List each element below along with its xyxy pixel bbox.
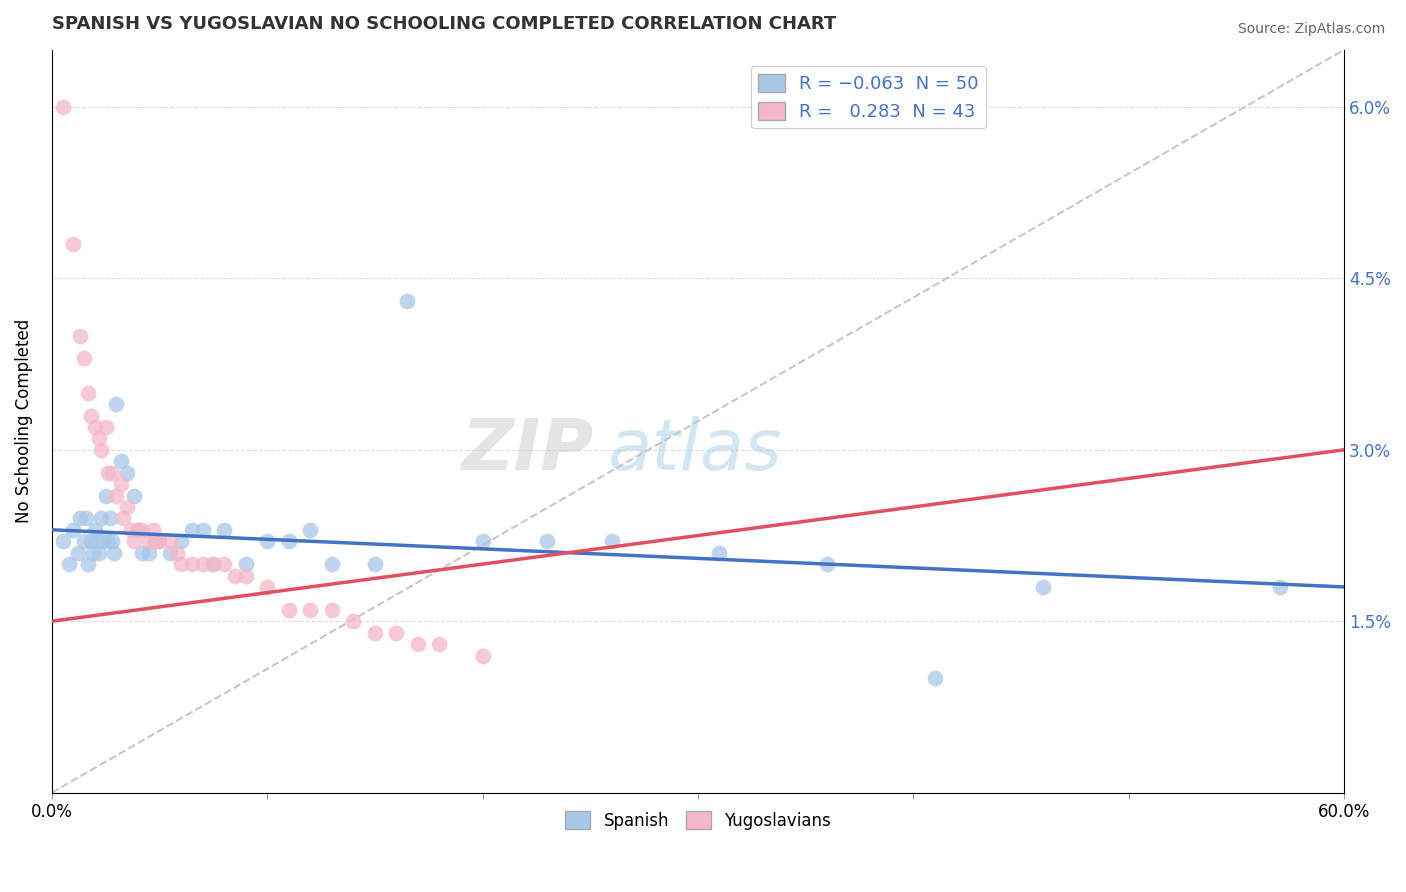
Point [143,534,166,549]
Point [277,534,299,549]
Point [77,557,100,571]
Point [148,534,170,549]
Point [98,511,121,525]
Point [105,397,128,411]
Point [235,557,257,571]
Point [122,489,145,503]
Point [170,534,193,549]
Point [58,557,80,571]
Point [1032,580,1054,594]
Point [364,625,387,640]
Point [396,294,419,309]
Point [709,546,731,560]
Point [471,534,494,549]
Point [212,523,235,537]
Y-axis label: No Schooling Completed: No Schooling Completed [15,319,32,524]
Point [321,557,343,571]
Point [256,534,278,549]
Point [127,523,149,537]
Point [82,546,104,560]
Point [115,466,138,480]
Point [143,534,166,549]
Point [277,603,299,617]
Text: ZIP: ZIP [463,417,595,485]
Point [429,637,451,651]
Point [471,648,494,663]
Point [321,603,343,617]
Point [191,523,214,537]
Point [69,328,91,343]
Point [69,511,91,525]
Point [105,489,128,503]
Text: SPANISH VS YUGOSLAVIAN NO SCHOOLING COMPLETED CORRELATION CHART: SPANISH VS YUGOSLAVIAN NO SCHOOLING COMP… [52,15,837,33]
Point [212,557,235,571]
Point [75,511,97,525]
Point [180,557,202,571]
Point [202,557,225,571]
Point [406,637,429,651]
Point [924,672,946,686]
Point [62,523,84,537]
Point [94,420,117,434]
Point [90,442,112,457]
Point [66,546,89,560]
Legend: Spanish, Yugoslavians: Spanish, Yugoslavians [558,805,838,837]
Point [101,534,124,549]
Point [1268,580,1291,594]
Point [536,534,558,549]
Point [62,237,84,252]
Point [138,546,160,560]
Point [122,534,145,549]
Point [131,523,153,537]
Point [364,557,387,571]
Point [299,523,322,537]
Point [202,557,225,571]
Point [79,534,101,549]
Point [159,546,181,560]
Point [79,409,101,423]
Point [127,523,149,537]
Point [148,534,170,549]
Point [103,546,125,560]
Point [97,466,120,480]
Point [385,625,408,640]
Point [111,511,134,525]
Point [170,557,193,571]
Point [89,546,111,560]
Point [110,477,132,491]
Point [115,500,138,514]
Point [138,534,160,549]
Point [101,466,124,480]
Point [191,557,214,571]
Point [77,385,100,400]
Point [166,546,188,560]
Point [51,534,73,549]
Point [83,523,105,537]
Text: Source: ZipAtlas.com: Source: ZipAtlas.com [1237,22,1385,37]
Point [180,523,202,537]
Point [600,534,623,549]
Point [131,546,153,560]
Point [83,420,105,434]
Point [51,100,73,114]
Point [110,454,132,468]
Point [86,534,108,549]
Point [815,557,838,571]
Point [299,603,322,617]
Point [159,534,181,549]
Point [94,489,117,503]
Point [142,523,165,537]
Point [93,534,115,549]
Point [90,511,112,525]
Point [120,523,142,537]
Point [235,568,257,582]
Point [97,534,120,549]
Text: atlas: atlas [607,417,782,485]
Point [342,614,364,628]
Point [89,431,111,445]
Point [224,568,246,582]
Point [256,580,278,594]
Point [73,351,96,366]
Point [73,534,96,549]
